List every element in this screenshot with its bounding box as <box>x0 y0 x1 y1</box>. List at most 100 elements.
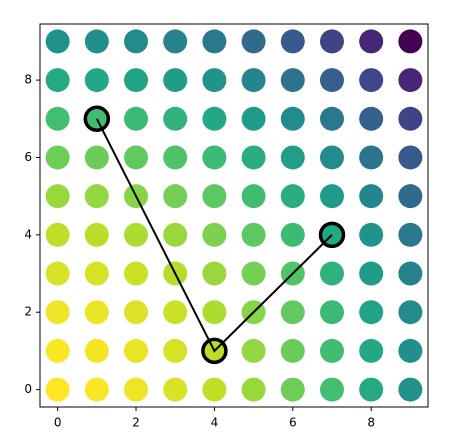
scatter-point <box>45 261 70 286</box>
plot-area <box>45 29 423 402</box>
scatter-point <box>319 106 344 131</box>
y-tick-label: 2 <box>24 305 32 319</box>
scatter-point <box>280 29 305 54</box>
scatter-point <box>280 300 305 325</box>
scatter-point <box>398 300 423 325</box>
scatter-point <box>163 222 188 247</box>
scatter-point <box>280 184 305 209</box>
y-tick-label: 6 <box>24 150 32 164</box>
scatter-point <box>319 184 344 209</box>
y-tick-label: 0 <box>24 382 32 396</box>
scatter-point <box>398 338 423 363</box>
x-tick-label: 6 <box>289 416 297 430</box>
scatter-point <box>84 338 109 363</box>
scatter-point <box>359 184 384 209</box>
scatter-point <box>241 261 266 286</box>
scatter-point <box>202 184 227 209</box>
scatter-point <box>163 106 188 131</box>
x-tick-label: 0 <box>54 416 62 430</box>
scatter-point <box>84 68 109 93</box>
scatter-point <box>84 145 109 170</box>
x-tick-label: 2 <box>132 416 140 430</box>
scatter-point <box>163 184 188 209</box>
scatter-point <box>45 377 70 402</box>
scatter-point <box>280 338 305 363</box>
scatter-point <box>280 222 305 247</box>
scatter-point <box>45 68 70 93</box>
scatter-point <box>241 68 266 93</box>
scatter-point <box>398 184 423 209</box>
scatter-point <box>359 338 384 363</box>
scatter-point <box>241 338 266 363</box>
y-tick-label: 4 <box>24 227 32 241</box>
scatter-point <box>398 222 423 247</box>
scatter-point <box>45 184 70 209</box>
scatter-point <box>319 145 344 170</box>
axes-frame <box>39 23 429 408</box>
scatter-point <box>280 377 305 402</box>
scatter-point <box>398 106 423 131</box>
scatter-point <box>398 29 423 54</box>
scatter-point <box>319 300 344 325</box>
scatter-point <box>241 29 266 54</box>
scatter-point <box>202 261 227 286</box>
scatter-point <box>45 222 70 247</box>
scatter-point <box>359 29 384 54</box>
scatter-point <box>359 377 384 402</box>
scatter-point <box>84 184 109 209</box>
scatter-point <box>84 377 109 402</box>
scatter-point <box>163 377 188 402</box>
scatter-point <box>359 145 384 170</box>
scatter-point <box>163 145 188 170</box>
scatter-point <box>163 68 188 93</box>
scatter-point <box>124 300 149 325</box>
scatter-point <box>202 29 227 54</box>
scatter-point <box>124 29 149 54</box>
scatter-point <box>202 222 227 247</box>
scatter-point <box>124 145 149 170</box>
scatter-point <box>241 145 266 170</box>
scatter-point <box>359 300 384 325</box>
scatter-point <box>359 106 384 131</box>
scatter-point <box>319 338 344 363</box>
scatter-point <box>45 145 70 170</box>
scatter-point <box>319 29 344 54</box>
scatter-point <box>45 29 70 54</box>
scatter-point <box>280 68 305 93</box>
scatter-point <box>45 106 70 131</box>
x-tick-label: 4 <box>211 416 219 430</box>
scatter-point <box>202 68 227 93</box>
scatter-point <box>241 377 266 402</box>
path-node <box>83 105 111 133</box>
scatter-point <box>124 377 149 402</box>
path-node <box>201 337 228 365</box>
scatter-point <box>163 338 188 363</box>
path-node <box>318 221 346 249</box>
scatter-point <box>202 300 227 325</box>
scatter-point <box>280 106 305 131</box>
scatter-point <box>124 261 149 286</box>
scatter-point <box>45 338 70 363</box>
scatter-point <box>84 300 109 325</box>
scatter-point <box>319 261 344 286</box>
scatter-point <box>319 377 344 402</box>
scatter-point <box>241 106 266 131</box>
scatter-point <box>398 68 423 93</box>
scatter-point <box>124 68 149 93</box>
scatter-point <box>359 261 384 286</box>
scatter-point <box>45 300 70 325</box>
scatter-point <box>359 222 384 247</box>
scatter-point <box>202 106 227 131</box>
scatter-point <box>202 377 227 402</box>
scatter-point <box>241 222 266 247</box>
path-line <box>95 118 333 353</box>
scatter-point <box>84 261 109 286</box>
scatter-point <box>84 29 109 54</box>
scatter-point <box>163 29 188 54</box>
y-tick-label: 8 <box>24 73 32 87</box>
scatter-point <box>124 222 149 247</box>
scatter-point <box>280 145 305 170</box>
scatter-point <box>124 338 149 363</box>
scatter-point <box>202 145 227 170</box>
